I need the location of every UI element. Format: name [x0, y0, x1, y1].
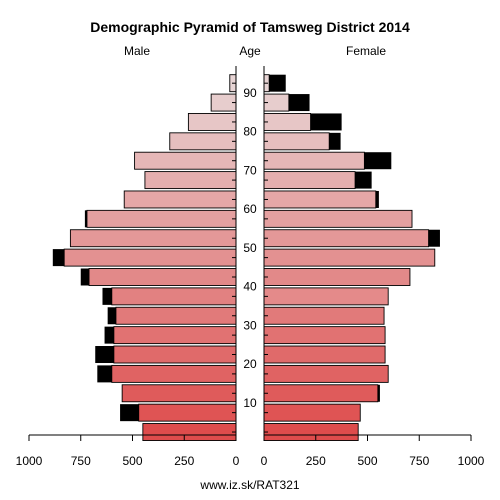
female-bar-80-84	[263, 112, 312, 131]
male-bar-50-54	[69, 229, 237, 248]
female-bar-55-59	[263, 209, 413, 228]
female-bar-60-64	[263, 190, 377, 209]
male-bar-10-14	[121, 384, 237, 403]
age-tick-labels: 10 20 30 40 50 60 70 80 90	[232, 82, 268, 433]
age-tick-label: 70	[243, 163, 257, 177]
male-excess-20-24	[95, 346, 114, 364]
female-bar-75-79	[263, 132, 330, 151]
age-tick-label: 50	[243, 241, 257, 255]
age-label: Age	[239, 44, 261, 58]
male-x-tick-label: 250	[174, 454, 194, 468]
age-tick-label: 30	[243, 318, 257, 332]
male-excess-25-29	[104, 326, 114, 344]
female-x-tick-label: 250	[306, 454, 326, 468]
female-label: Female	[346, 44, 386, 58]
male-bar-80-84	[187, 112, 237, 131]
male-bar-40-44	[88, 268, 237, 286]
female-x-tick-label: 500	[357, 454, 377, 468]
male-bar-35-39	[111, 287, 237, 306]
female-bar-35-39	[263, 287, 389, 306]
female-excess-85-89	[288, 94, 310, 112]
age-tick-label: 10	[243, 396, 257, 410]
female-bar-40-44	[263, 268, 411, 286]
male-bar-20-24	[113, 345, 237, 364]
male-bar-0-4	[142, 423, 237, 441]
female-bar-70-74	[263, 151, 365, 170]
male-bar-5-9	[138, 403, 237, 422]
male-bar-15-19	[111, 364, 237, 383]
age-tick-label: 40	[243, 280, 257, 294]
age-tick-label: 60	[243, 202, 257, 216]
male-bars	[52, 74, 237, 441]
male-excess-45-49	[52, 249, 65, 267]
female-excess-75-79	[329, 132, 341, 150]
female-excess-90+	[269, 74, 286, 92]
male-bar-70-74	[134, 151, 237, 170]
female-excess-10-14	[377, 384, 380, 402]
male-excess-15-19	[97, 365, 112, 383]
age-tick-label: 20	[243, 357, 257, 371]
chart-title: Demographic Pyramid of Tamsweg District …	[90, 19, 410, 35]
female-bar-30-34	[263, 306, 385, 325]
female-bar-5-9	[263, 403, 361, 422]
female-bar-15-19	[263, 364, 389, 383]
female-excess-50-54	[428, 229, 440, 247]
age-tick-label: 80	[243, 125, 257, 139]
male-excess-55-59	[84, 210, 87, 228]
male-bar-25-29	[113, 326, 237, 345]
male-bar-75-79	[169, 132, 237, 151]
female-x-tick-label: 0	[261, 454, 268, 468]
male-excess-5-9	[120, 404, 139, 422]
female-bar-65-69	[263, 171, 356, 190]
male-excess-40-44	[80, 268, 90, 286]
female-bar-10-14	[263, 384, 379, 403]
male-bar-60-64	[123, 190, 237, 209]
female-excess-65-69	[355, 171, 372, 189]
x-tick-labels: 1000 750 500 250 0 0 250 500 750 1000	[16, 435, 485, 468]
male-excess-35-39	[102, 287, 112, 305]
female-excess-60-64	[375, 190, 379, 208]
female-bars	[263, 74, 440, 441]
female-bar-25-29	[263, 326, 386, 345]
female-x-tick-label: 1000	[458, 454, 485, 468]
male-x-tick-label: 0	[233, 454, 240, 468]
female-bar-0-4	[263, 423, 359, 441]
female-bar-45-49	[263, 248, 436, 267]
source-label: www.iz.sk/RAT321	[199, 478, 299, 492]
male-bar-65-69	[144, 171, 237, 190]
female-bar-50-54	[263, 229, 430, 248]
male-x-tick-label: 750	[71, 454, 91, 468]
female-excess-80-84	[310, 113, 342, 131]
male-bar-30-34	[115, 306, 237, 325]
age-tick-label: 90	[243, 86, 257, 100]
female-x-tick-label: 750	[409, 454, 429, 468]
female-bar-20-24	[263, 345, 386, 364]
female-excess-70-74	[364, 152, 392, 170]
male-bar-55-59	[86, 209, 237, 228]
male-bar-45-49	[63, 248, 237, 267]
male-label: Male	[124, 44, 150, 58]
male-x-tick-label: 500	[122, 454, 142, 468]
male-x-tick-label: 1000	[16, 454, 43, 468]
male-excess-30-34	[107, 307, 116, 325]
